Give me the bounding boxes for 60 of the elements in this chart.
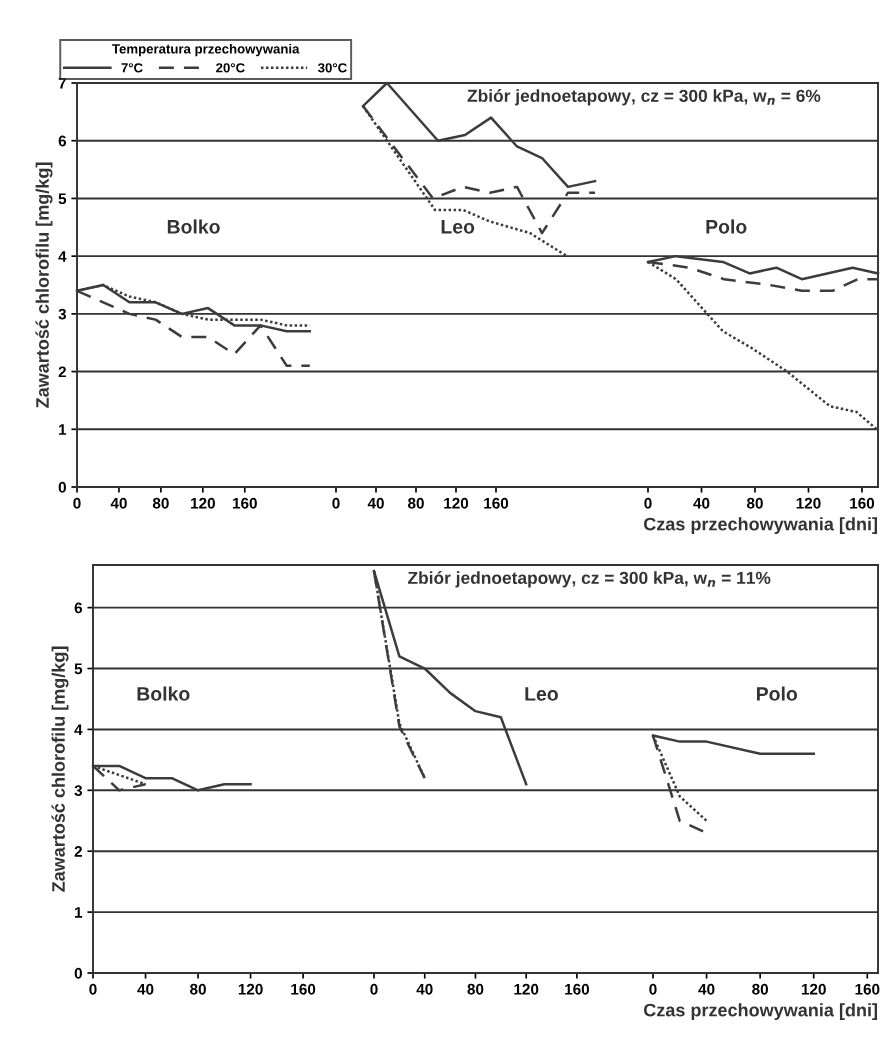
x-tick-label: 0: [332, 497, 340, 509]
annotation: Polo: [706, 219, 747, 234]
x-tick-label: 0: [370, 983, 378, 995]
x-tick-label: 80: [407, 497, 424, 509]
y-tick-label: 1: [59, 424, 67, 435]
x-tick-label: 40: [110, 497, 127, 509]
y-tick-label: 3: [58, 308, 67, 320]
legend-label: 20°C: [216, 63, 245, 73]
x-tick-label: 0: [644, 497, 652, 509]
annotation: Bolko: [167, 219, 220, 234]
chart-title: Zbiór jednoetapowy, cz = 300 kPa, w$_{n}$ = 6%: [467, 89, 821, 106]
x-tick-label: 160: [291, 983, 316, 995]
x-tick-label: 0: [649, 983, 657, 995]
annotation: Bolko: [137, 686, 190, 701]
y-axis-title: Zawartość chlorofilu [mg/kg]: [35, 162, 53, 408]
y-tick-label: 6: [74, 602, 83, 614]
x-tick-label: 120: [444, 497, 469, 509]
annotation: Polo: [756, 686, 798, 701]
x-tick-label: 160: [565, 983, 590, 995]
x-tick-label: 40: [698, 983, 715, 995]
x-tick-label: 120: [801, 983, 826, 995]
x-tick-label: 160: [484, 497, 509, 509]
y-tick-label: 0: [58, 481, 66, 493]
x-axis-title: Czas przechowywania [dni]: [643, 1003, 877, 1021]
annotation: Leo: [441, 220, 475, 234]
y-tick-label: 3: [74, 785, 83, 797]
y-axis-title: Zawartość chlorofilu [mg/kg]: [51, 646, 69, 892]
y-tick-label: 0: [74, 967, 82, 979]
annotation: Leo: [525, 687, 558, 701]
x-tick-label: 40: [416, 983, 433, 995]
y-tick-label: 1: [75, 907, 83, 918]
y-tick-label: 4: [58, 251, 67, 262]
x-tick-label: 40: [367, 497, 384, 509]
y-tick-label: 5: [58, 193, 67, 205]
chart-title: Zbiór jednoetapowy, cz = 300 kPa, w$_{n}$ = 11%: [408, 571, 771, 588]
x-tick-label: 160: [850, 497, 875, 509]
x-tick-label: 120: [238, 983, 263, 995]
x-tick-label: 160: [855, 983, 880, 995]
x-tick-label: 160: [232, 497, 257, 509]
x-tick-label: 80: [190, 983, 206, 995]
x-axis-title: Czas przechowywania [dni]: [643, 517, 877, 535]
x-tick-label: 80: [152, 497, 169, 509]
legend-label: 30°C: [318, 63, 347, 73]
x-tick-label: 120: [191, 497, 215, 509]
y-tick-label: 2: [74, 846, 82, 857]
x-tick-label: 0: [89, 983, 97, 995]
x-tick-label: 120: [514, 983, 539, 995]
y-tick-label: 5: [74, 663, 83, 675]
x-tick-label: 120: [796, 497, 821, 509]
y-tick-label: 6: [58, 135, 67, 147]
y-tick-label: 4: [74, 724, 83, 735]
x-tick-label: 40: [693, 497, 710, 509]
x-tick-label: 80: [752, 983, 769, 995]
legend-label: 7°C: [121, 63, 143, 73]
y-tick-label: 2: [58, 366, 66, 378]
x-tick-label: 80: [467, 983, 484, 995]
y-tick-label: 7: [58, 78, 66, 89]
legend-title: Temperatura przechowywania: [112, 43, 300, 57]
x-tick-label: 80: [746, 497, 763, 509]
x-tick-label: 40: [137, 983, 154, 995]
